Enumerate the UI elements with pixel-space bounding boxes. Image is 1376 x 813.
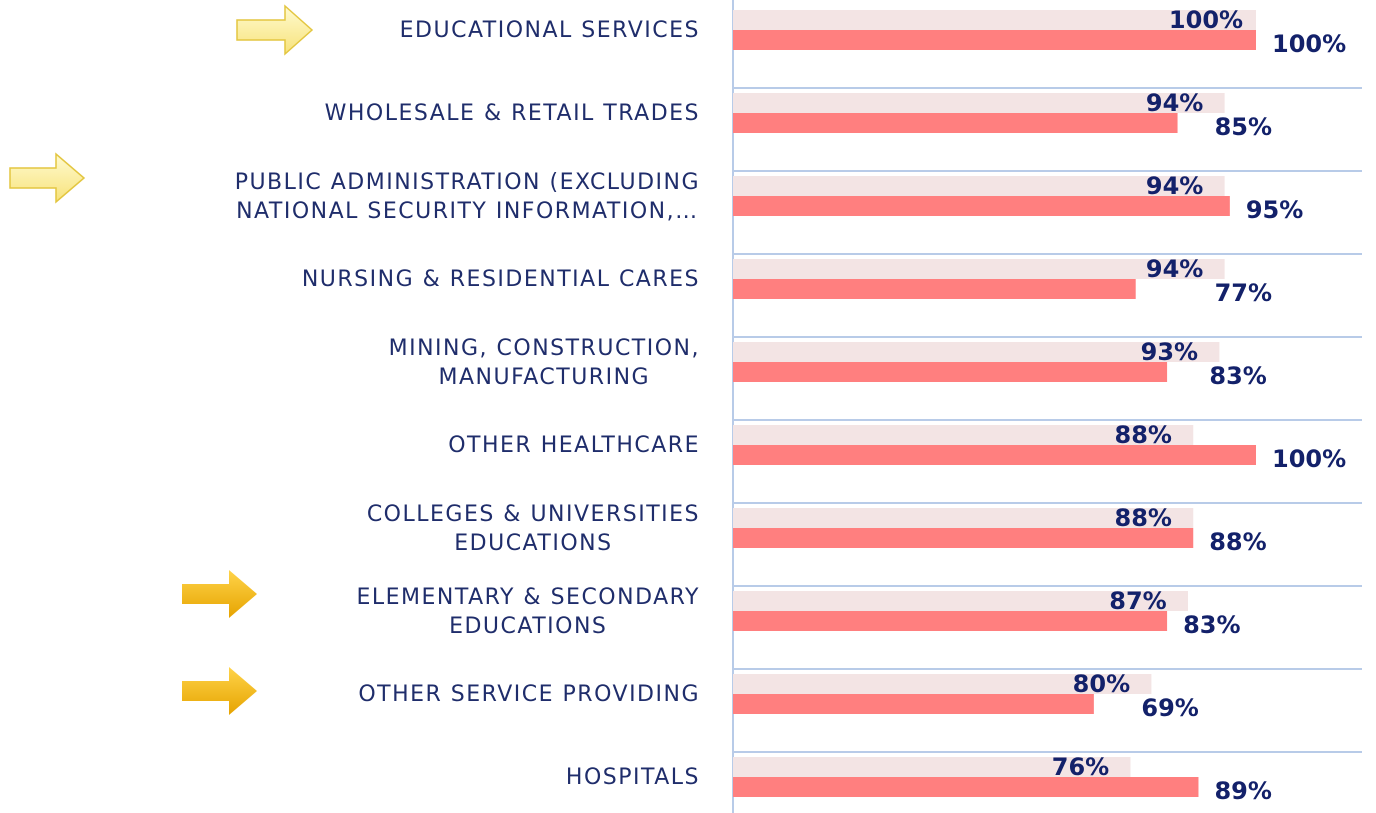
- category-label: OTHER HEALTHCARE: [60, 404, 700, 487]
- category-text: MINING, CONSTRUCTION, MANUFACTURING: [388, 335, 700, 390]
- category-label: PUBLIC ADMINISTRATION (EXCLUDING NATIONA…: [60, 155, 700, 238]
- category-text: EDUCATIONAL SERVICES: [399, 18, 700, 43]
- value-label: 77%: [1215, 279, 1272, 307]
- value-label: 80%: [1073, 670, 1130, 698]
- category-label: EDUCATIONAL SERVICES: [60, 0, 700, 72]
- category-text: OTHER SERVICE PROVIDING: [358, 682, 700, 707]
- bar: [733, 591, 1189, 611]
- category-text: OTHER HEALTHCARE: [448, 433, 700, 458]
- bar: [733, 259, 1225, 279]
- bar: [733, 445, 1256, 465]
- bar: [733, 694, 1094, 714]
- value-label: 89%: [1214, 777, 1271, 805]
- bar: [733, 342, 1220, 362]
- bar: [733, 279, 1136, 299]
- bar: [733, 10, 1256, 30]
- value-label: 76%: [1052, 753, 1109, 781]
- value-label: 88%: [1115, 421, 1172, 449]
- category-label: ELEMENTARY & SECONDARY EDUCATIONS: [60, 570, 700, 653]
- category-label: COLLEGES & UNIVERSITIES EDUCATIONS: [60, 487, 700, 570]
- category-label: WHOLESALE & RETAIL TRADES: [60, 72, 700, 155]
- bar: [733, 176, 1225, 196]
- bar: [733, 508, 1194, 528]
- category-text: PUBLIC ADMINISTRATION (EXCLUDING NATIONA…: [234, 169, 700, 224]
- bar: [733, 611, 1168, 631]
- arrow-icon: [182, 570, 257, 618]
- value-label: 83%: [1209, 362, 1266, 390]
- value-label: 93%: [1141, 338, 1198, 366]
- category-label: MINING, CONSTRUCTION, MANUFACTURING: [60, 321, 700, 404]
- category-text: ELEMENTARY & SECONDARY EDUCATIONS: [356, 584, 700, 639]
- category-label: HOSPITALS: [60, 736, 700, 813]
- value-label: 100%: [1272, 445, 1346, 473]
- bar: [733, 113, 1178, 133]
- category-text: HOSPITALS: [565, 765, 700, 790]
- value-label: 88%: [1115, 504, 1172, 532]
- category-label: NURSING & RESIDENTIAL CARES: [60, 238, 700, 321]
- value-label: 94%: [1146, 89, 1203, 117]
- bar: [733, 757, 1131, 777]
- value-label: 100%: [1272, 30, 1346, 58]
- bar: [733, 362, 1168, 382]
- category-text: WHOLESALE & RETAIL TRADES: [324, 101, 700, 126]
- arrow-icon: [9, 152, 86, 204]
- value-label: 100%: [1169, 6, 1243, 34]
- value-label: 94%: [1146, 172, 1203, 200]
- value-label: 95%: [1246, 196, 1303, 224]
- bar: [733, 30, 1256, 50]
- value-label: 88%: [1209, 528, 1266, 556]
- category-text: NURSING & RESIDENTIAL CARES: [301, 267, 700, 292]
- category-label: OTHER SERVICE PROVIDING: [60, 653, 700, 736]
- bar: [733, 528, 1194, 548]
- value-label: 69%: [1141, 694, 1198, 722]
- bar: [733, 674, 1152, 694]
- value-label: 94%: [1146, 255, 1203, 283]
- arrow-icon: [236, 4, 314, 56]
- bar: [733, 93, 1225, 113]
- value-label: 83%: [1183, 611, 1240, 639]
- value-label: 85%: [1215, 113, 1272, 141]
- value-label: 87%: [1109, 587, 1166, 615]
- bar: [733, 425, 1194, 445]
- bar: [733, 777, 1199, 797]
- bar: [733, 196, 1230, 216]
- arrow-icon: [182, 667, 257, 715]
- category-text: COLLEGES & UNIVERSITIES EDUCATIONS: [366, 501, 700, 556]
